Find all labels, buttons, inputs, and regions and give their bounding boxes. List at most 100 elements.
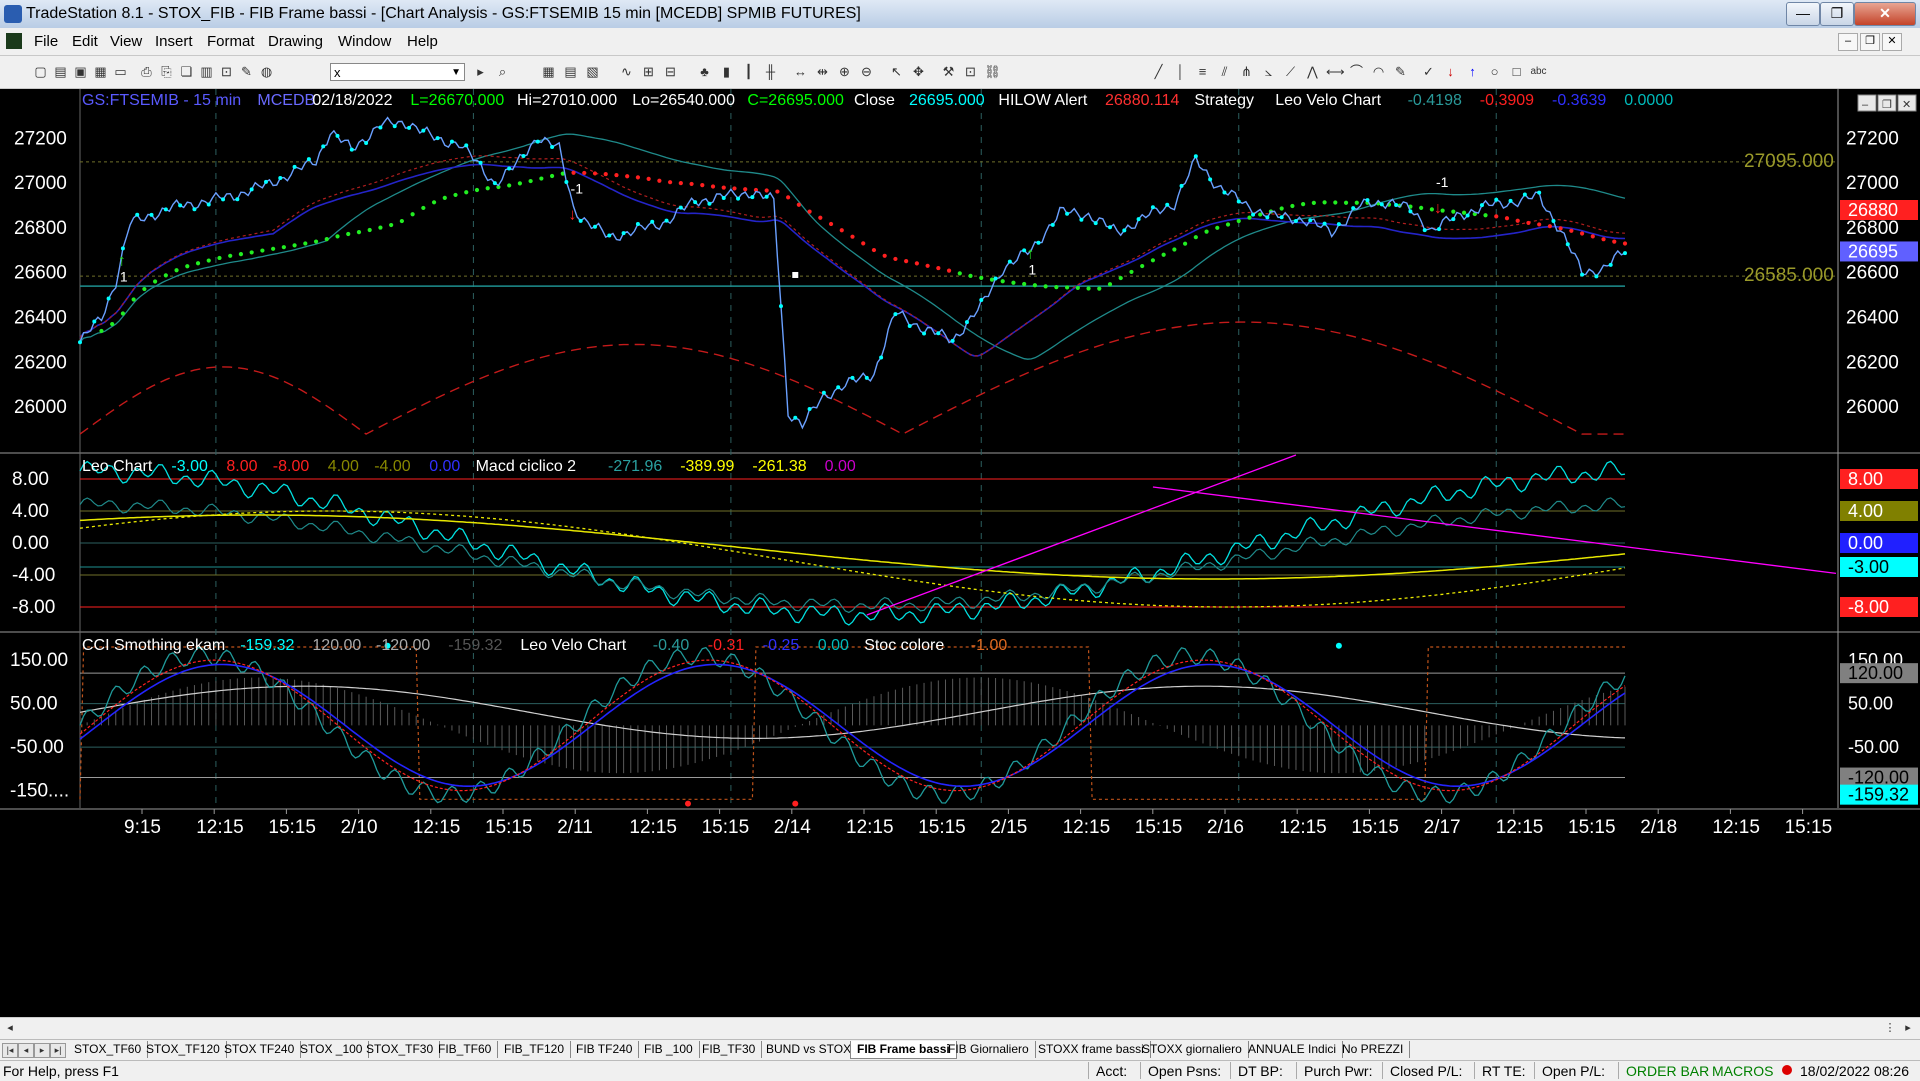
workspace-tab[interactable]: FIB_TF120 [498,1041,572,1058]
mdi-restore-button[interactable]: ❐ [1860,33,1880,51]
save-icon[interactable]: ▣ [74,64,87,79]
candle-icon[interactable]: ┃ [744,64,753,79]
menu-insert[interactable]: Insert [155,33,193,50]
save-all-icon[interactable]: ▦ [94,64,107,79]
text-icon[interactable]: abc [1530,66,1547,77]
copy-icon[interactable]: ❏ [180,64,193,79]
go-icon[interactable]: ▸ [477,64,484,79]
workspace-tab[interactable]: STOX TF240 [218,1041,302,1058]
symbol-input[interactable]: x ▼ [330,63,465,81]
arc-icon[interactable]: ◠ [1372,64,1385,79]
macd-pane[interactable] [79,454,1837,626]
strategy-icon[interactable]: ⊞ [643,64,654,79]
pane-window-button[interactable] [1857,94,1877,112]
arrow-both-icon[interactable]: ⟷ [1326,64,1345,79]
workspace-tab[interactable]: STOX_TF60 [68,1041,149,1058]
pane-window-button[interactable] [1897,94,1917,112]
tab-last-icon[interactable]: ▸| [50,1043,66,1058]
radar-icon[interactable]: ▧ [586,64,599,79]
vertical-line-icon[interactable]: │ [1176,64,1185,79]
arrow-down-icon[interactable]: ↓ [1447,64,1454,79]
chevron-down-icon[interactable]: ▼ [451,67,461,78]
lock-icon[interactable]: ⊡ [221,64,232,79]
indicator-icon[interactable]: ∿ [621,64,632,79]
workspace-tab[interactable]: FIB Giornaliero [942,1041,1036,1058]
print-icon[interactable]: ⎙ [141,64,152,79]
cci-pane[interactable] [79,642,1626,807]
open-icon[interactable]: ▤ [54,64,67,79]
scroll-left-icon[interactable]: ◂ [7,1022,13,1034]
trendline-icon[interactable]: ╱ [1154,64,1163,79]
paste-icon[interactable]: ▥ [200,64,213,79]
expand-icon[interactable]: ↔ [794,64,807,79]
compress-icon[interactable]: ⇹ [817,64,828,79]
link-icon[interactable]: ⛓ [984,64,1001,79]
data-window-icon[interactable]: ⊡ [965,64,976,79]
pencil-icon[interactable]: ✎ [241,64,252,79]
workspace-tab[interactable]: STOX _100 [294,1041,370,1058]
workspace-tab[interactable]: STOXX frame bassi [1032,1041,1151,1058]
chart-window-icon-2[interactable]: ▦ [542,64,555,79]
workspace-tab[interactable]: FIB _100 [638,1041,700,1058]
zoom-in-icon[interactable]: ⊕ [839,64,850,79]
pane-window-button[interactable] [1877,94,1897,112]
format-icon[interactable]: ⊟ [665,64,676,79]
gann-icon[interactable]: ⦣ [1264,64,1273,79]
macros-button[interactable]: MACROS [1712,1063,1774,1079]
menu-view[interactable]: View [110,33,143,50]
tab-next-icon[interactable]: ▸ [34,1043,50,1058]
channel-icon[interactable]: ⫽ [1221,64,1228,79]
workspace-tab[interactable]: FIB_TF30 [696,1041,763,1058]
ohlc-icon[interactable]: ╫ [765,64,776,79]
workspace-tab[interactable]: FIB TF240 [570,1041,640,1058]
tools-icon[interactable]: ⚒ [942,64,955,79]
freehand-icon[interactable]: ✎ [1395,64,1406,79]
menu-edit[interactable]: Edit [72,33,98,50]
workspace-tab[interactable]: STOX_TF30 [360,1041,441,1058]
print-preview-icon[interactable]: ⎘ [161,64,172,79]
tab-first-icon[interactable]: |◂ [2,1043,18,1058]
order-bar-button[interactable]: ORDER BAR [1626,1063,1710,1079]
zoom-out-icon[interactable]: ⊖ [861,64,872,79]
close-button[interactable]: ✕ [1854,2,1916,26]
menu-drawing[interactable]: Drawing [268,33,324,50]
maximize-button[interactable]: ❐ [1820,2,1854,26]
menu-file[interactable]: File [34,33,59,50]
workspace-tab[interactable]: STOXX giornaliero [1136,1041,1249,1058]
pointer-icon[interactable]: ↖ [891,64,902,79]
workspace-tab[interactable]: ANNUALE Indici [1242,1041,1344,1058]
tab-prev-icon[interactable]: ◂ [18,1043,34,1058]
horizontal-scrollbar[interactable]: ◂ ⋮ ▸ [0,1017,1920,1039]
workspace-tab[interactable]: FIB_TF60 [432,1041,499,1058]
workspace-tab[interactable]: STOX_TF120 [140,1041,227,1058]
speedline-icon[interactable]: ⟋ [1285,64,1296,79]
scroll-right-icon[interactable]: ▸ [1905,1022,1911,1034]
menu-window[interactable]: Window [338,33,392,50]
mdi-minimize-button[interactable]: – [1838,33,1858,51]
new-icon[interactable]: ▢ [34,64,47,79]
minimize-button[interactable]: — [1786,2,1820,26]
cycle-icon[interactable]: ⌒ [1349,64,1363,79]
menu-help[interactable]: Help [407,33,438,50]
workspace-tab[interactable]: FIB Frame bassi [850,1041,957,1059]
price-pane[interactable]: 1↑-1↓1↑-1↓ [78,116,1838,435]
andrews-icon[interactable]: ⋀ [1307,64,1318,79]
bar-chart-icon[interactable]: ▮ [722,64,731,79]
mdi-close-button[interactable]: ✕ [1882,33,1902,51]
rectangle-icon[interactable]: □ [1512,64,1521,79]
globe-icon[interactable]: ◍ [260,64,273,79]
horizontal-line-icon[interactable]: ≡ [1198,64,1207,79]
menu-format[interactable]: Format [207,33,255,50]
chart-window-icon[interactable] [6,33,22,49]
fibonacci-icon[interactable]: ⋔ [1241,64,1252,79]
ellipse-icon[interactable]: ○ [1490,64,1499,79]
folder-icon[interactable]: ▭ [114,64,127,79]
scroll-thumb[interactable]: ⋮ [1884,1022,1896,1034]
chart-find-icon[interactable]: ⌕ [498,64,507,79]
matrix-icon[interactable]: ▤ [564,64,577,79]
arrow-up-icon[interactable]: ↑ [1469,64,1476,79]
crosshair-icon[interactable]: ✥ [913,64,924,79]
chart-type-icon[interactable]: ♣ [700,64,709,79]
check-icon[interactable]: ✓ [1423,64,1434,79]
